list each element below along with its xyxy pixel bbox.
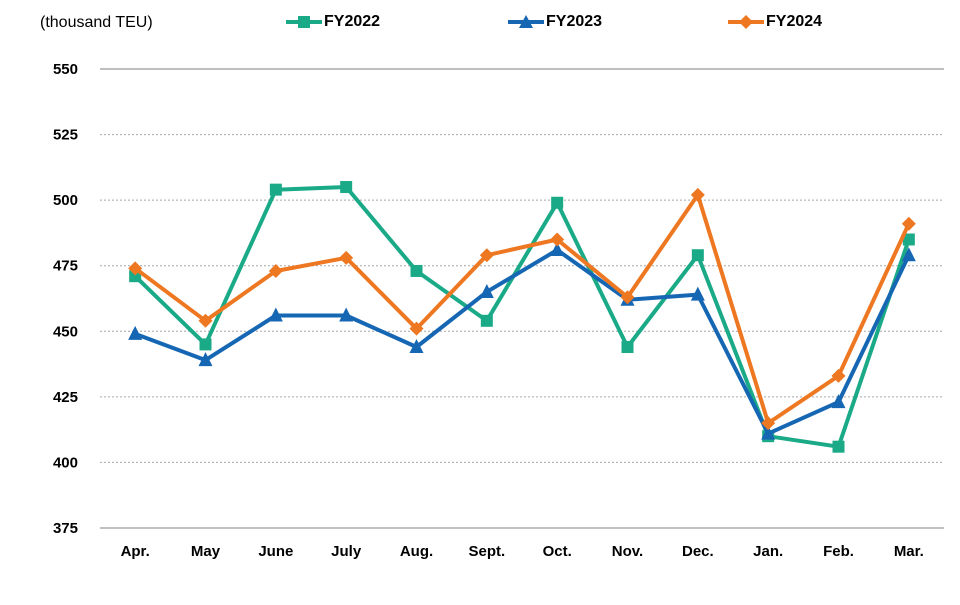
x-tick-label: May [191,543,221,560]
data-point-fy2022 [691,249,704,262]
data-point-fy2022 [269,183,282,196]
data-point-fy2023 [409,339,424,354]
legend-label-fy2024: FY2024 [766,13,823,30]
data-point-fy2024 [128,261,143,276]
y-tick-label: 425 [53,389,78,406]
data-point-fy2022 [129,270,142,283]
legend-item-fy2022: FY2022 [286,11,380,33]
x-tick-label: Feb. [823,543,854,560]
data-point-fy2022 [551,196,564,209]
data-point-fy2022 [832,440,845,453]
x-tick-label: Mar. [894,543,924,560]
y-tick-label: 375 [53,520,78,537]
x-tick-label: Apr. [121,543,150,560]
x-tick-label: Sept. [468,543,505,560]
data-point-fy2023 [550,241,565,256]
data-point-fy2024 [901,216,916,231]
data-point-fy2023 [339,307,354,322]
data-point-fy2024 [620,290,635,305]
data-point-fy2022 [480,314,493,327]
data-point-fy2024 [761,416,776,431]
x-tick-label: June [258,543,293,560]
data-point-fy2022 [621,341,634,354]
legend-item-fy2023: FY2023 [508,11,602,33]
x-tick-label: July [331,543,362,560]
data-point-fy2022 [340,181,353,194]
y-tick-label: 500 [53,192,78,209]
y-tick-label: 475 [53,258,78,275]
series-line-fy2024 [134,192,911,426]
y-tick-label: 400 [53,454,78,471]
data-point-fy2024 [268,263,283,278]
series-line-fy2022 [133,185,911,449]
data-point-fy2024 [690,187,705,202]
y-axis-unit-label: (thousand TEU) [40,14,153,31]
data-point-fy2024 [198,313,213,328]
legend-item-fy2024: FY2024 [728,11,822,33]
data-point-fy2024 [409,321,424,336]
data-point-fy2023 [198,352,213,367]
y-tick-label: 550 [53,61,78,78]
data-point-fy2022 [902,233,915,246]
data-point-fy2024 [479,248,494,263]
data-point-fy2024 [550,232,565,247]
x-tick-label: Oct. [543,543,572,560]
legend-triangle-marker-icon [508,15,544,28]
data-point-fy2023 [901,247,916,262]
legend-square-marker-icon [286,16,322,28]
data-point-fy2023 [479,283,494,298]
y-tick-label: 525 [53,127,78,144]
data-point-fy2023 [268,307,283,322]
y-tick-label: 450 [53,323,78,340]
data-point-fy2023 [128,325,143,340]
data-point-fy2023 [831,394,846,409]
x-tick-label: Aug. [400,543,433,560]
data-point-fy2024 [339,250,354,265]
x-tick-label: Jan. [753,543,783,560]
legend-label-fy2022: FY2022 [324,13,381,30]
x-tick-label: Nov. [612,543,643,560]
data-point-fy2023 [761,425,776,440]
legend-label-fy2023: FY2023 [546,13,603,30]
data-point-fy2022 [199,338,212,351]
series-line-fy2023 [134,248,911,436]
data-point-fy2024 [831,368,846,383]
data-point-fy2022 [410,264,423,277]
x-tick-label: Dec. [682,543,714,560]
data-point-fy2023 [690,286,705,301]
legend-diamond-marker-icon [728,15,764,29]
